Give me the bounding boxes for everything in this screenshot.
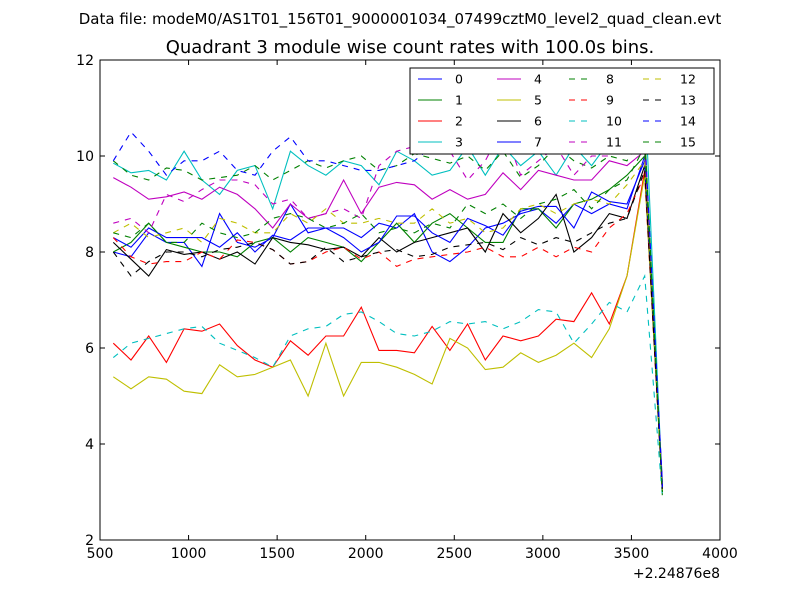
series-line-0 <box>113 155 663 483</box>
x-tick-label: 1000 <box>171 546 207 562</box>
legend-label-2: 2 <box>455 114 463 129</box>
legend-label-3: 3 <box>455 135 463 150</box>
y-tick-label: 12 <box>76 53 94 69</box>
x-tick-label: 500 <box>87 546 114 562</box>
series-line-10 <box>112 273 663 497</box>
x-axis-offset-label: +2.24876e8 <box>633 566 720 582</box>
legend-label-12: 12 <box>680 72 696 87</box>
x-tick-label: 2000 <box>348 546 384 562</box>
legend-label-13: 13 <box>680 93 696 108</box>
x-tick-label: 3000 <box>525 546 561 562</box>
y-tick-label: 4 <box>85 437 94 453</box>
legend-label-9: 9 <box>606 93 614 108</box>
series-layer <box>112 88 663 497</box>
chart-suptitle: Data file: modeM0/AS1T01_156T01_90000010… <box>79 10 722 29</box>
legend-label-8: 8 <box>606 72 614 87</box>
x-tick-label: 4000 <box>702 546 738 562</box>
legend-label-14: 14 <box>680 114 696 129</box>
x-tick-label: 1500 <box>259 546 295 562</box>
series-line-5 <box>112 175 663 493</box>
legend-label-10: 10 <box>606 114 622 129</box>
series-line-7 <box>113 160 663 488</box>
x-tick-label: 2500 <box>436 546 472 562</box>
y-tick-label: 10 <box>76 149 94 165</box>
series-line-4 <box>113 150 663 488</box>
y-tick-label: 6 <box>85 341 94 357</box>
legend-label-15: 15 <box>680 135 696 150</box>
y-tick-label: 8 <box>85 245 94 261</box>
legend-label-6: 6 <box>534 114 542 129</box>
series-line-15 <box>113 144 663 493</box>
series-line-14 <box>112 126 663 488</box>
y-tick-label: 2 <box>85 533 94 549</box>
series-line-12 <box>113 159 663 493</box>
series-line-13 <box>112 170 663 493</box>
series-line-1 <box>113 154 663 493</box>
x-tick-label: 3500 <box>614 546 650 562</box>
legend-label-11: 11 <box>606 135 622 150</box>
plot-frame <box>99 59 721 541</box>
legend-label-0: 0 <box>455 72 463 87</box>
legend-label-4: 4 <box>534 72 542 87</box>
series-line-6 <box>112 165 663 493</box>
series-line-9 <box>112 174 663 493</box>
legend-box <box>409 67 715 155</box>
legend-label-1: 1 <box>455 93 463 108</box>
series-line-2 <box>112 170 663 488</box>
series-line-11 <box>113 125 663 493</box>
chart-title: Quadrant 3 module wise count rates with … <box>166 37 655 58</box>
legend-label-5: 5 <box>534 93 542 108</box>
series-line-8 <box>112 130 663 497</box>
legend-label-7: 7 <box>534 135 542 150</box>
